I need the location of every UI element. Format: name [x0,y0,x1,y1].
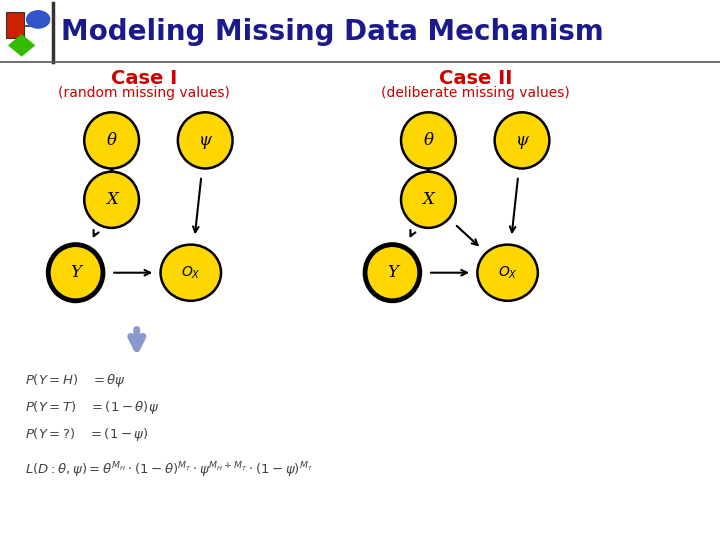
Text: X: X [106,191,117,208]
Text: (deliberate missing values): (deliberate missing values) [381,86,570,100]
FancyBboxPatch shape [6,12,24,38]
Text: Modeling Missing Data Mechanism: Modeling Missing Data Mechanism [61,18,604,46]
Text: $P(Y = ?) \quad =(1-\psi)$: $P(Y = ?) \quad =(1-\psi)$ [25,426,149,443]
Ellipse shape [161,245,221,301]
Text: $P(Y = T) \quad =(1-\theta)\psi$: $P(Y = T) \quad =(1-\theta)\psi$ [25,399,159,416]
Ellipse shape [178,112,233,168]
Text: $L(D:\theta,\psi) = \theta^{M_H}\cdot(1-\theta)^{M_T}\cdot\psi^{M_H+M_T}\cdot(1-: $L(D:\theta,\psi) = \theta^{M_H}\cdot(1-… [25,460,312,480]
Text: ψ: ψ [516,132,528,149]
Text: $P(Y = H) \quad =\theta\psi$: $P(Y = H) \quad =\theta\psi$ [25,372,126,389]
Ellipse shape [401,172,456,228]
Ellipse shape [84,172,139,228]
Text: Y: Y [70,264,81,281]
Ellipse shape [477,245,538,301]
Text: X: X [423,191,434,208]
Text: θ: θ [107,132,117,149]
Text: ψ: ψ [199,132,212,149]
Text: θ: θ [423,132,433,149]
Text: (random missing values): (random missing values) [58,86,230,100]
Text: $O_X$: $O_X$ [181,265,201,281]
Text: Case I: Case I [111,69,177,88]
Ellipse shape [48,245,103,301]
Ellipse shape [495,112,549,168]
Polygon shape [8,34,35,57]
Ellipse shape [84,112,139,168]
Text: Y: Y [387,264,398,281]
Ellipse shape [365,245,420,301]
Circle shape [27,11,50,28]
Text: Case II: Case II [438,69,512,88]
Text: $O_X$: $O_X$ [498,265,518,281]
Ellipse shape [401,112,456,168]
